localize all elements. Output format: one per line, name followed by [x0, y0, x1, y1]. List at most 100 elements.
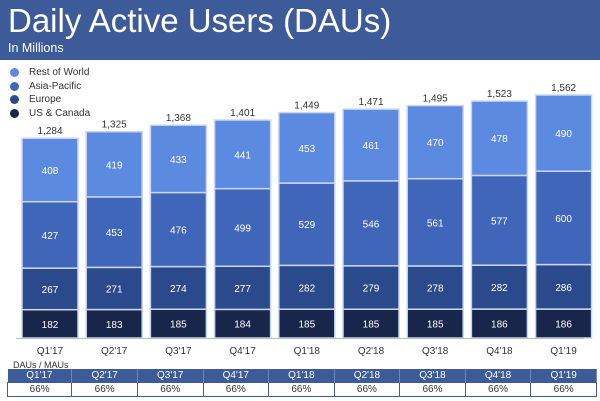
data-label: 267	[42, 285, 59, 296]
bar-segment	[278, 264, 336, 310]
bar-segment	[534, 94, 593, 172]
ratio-table-label: DAUs / MAUs	[13, 360, 69, 370]
table-cell: 66%	[6, 382, 73, 397]
total-label: 1,449	[294, 101, 319, 112]
bar-segment	[470, 100, 529, 177]
stacked-bar-chart: 182 267 427 408 1,284 Q1'17 183 271 453 419 1,325 Q…	[16, 83, 593, 357]
x-tick-label: Q1'19	[550, 346, 577, 357]
total-label: 1,562	[551, 83, 576, 94]
bar-segment	[21, 308, 79, 339]
data-label: 186	[491, 320, 508, 331]
data-label: 185	[298, 320, 315, 331]
data-label: 577	[491, 216, 508, 227]
table-cell: 66%	[530, 382, 597, 397]
data-label: 271	[106, 284, 123, 295]
data-label: 282	[298, 283, 315, 294]
data-label: 453	[298, 144, 315, 155]
header-banner: Daily Active Users (DAUs) In Millions	[0, 0, 600, 60]
total-label: 1,401	[230, 108, 255, 119]
bar-segment	[470, 308, 529, 339]
data-label: 279	[363, 284, 380, 295]
total-label: 1,471	[358, 97, 383, 108]
total-label: 1,495	[423, 94, 448, 105]
x-tick-label: Q4'18	[486, 346, 513, 357]
table-header-cell: Q3'18	[399, 369, 466, 383]
table-row: 66% 66% 66% 66% 66% 66% 66% 66% 66%	[6, 382, 597, 397]
bar-segment	[278, 111, 336, 184]
data-label: 184	[234, 320, 251, 331]
data-label: 186	[555, 320, 572, 331]
bar-segment	[85, 308, 143, 339]
data-label: 185	[427, 320, 444, 331]
data-label: 478	[491, 134, 508, 145]
total-label: 1,284	[37, 126, 62, 137]
table-header-cell: Q3'17	[137, 369, 204, 383]
bar-segment	[213, 308, 272, 339]
bar-segment	[85, 196, 143, 269]
legend-label: Rest of World	[29, 67, 90, 79]
bar-segment	[21, 137, 79, 203]
table-cell: 66%	[333, 382, 401, 397]
data-label: 546	[363, 219, 380, 230]
bar-segment	[149, 124, 208, 194]
bar-segment	[149, 265, 208, 310]
data-label: 185	[170, 320, 187, 331]
data-label: 282	[491, 283, 508, 294]
data-label: 470	[427, 138, 444, 149]
bar-segment	[213, 119, 272, 190]
legend-label: Europe	[29, 94, 62, 106]
total-label: 1,368	[166, 113, 191, 124]
data-label: 183	[106, 320, 123, 331]
legend-dot	[10, 68, 19, 78]
bar-segment	[149, 308, 208, 339]
chart-title: Daily Active Users (DAUs)	[8, 2, 392, 39]
data-label: 419	[106, 160, 123, 171]
legend-item-asia-pacific: Asia-Pacific	[10, 80, 90, 94]
table-cell: 66%	[71, 382, 138, 397]
bar-segment	[85, 266, 143, 311]
table-header-cell: Q2'17	[71, 369, 138, 383]
data-label: 433	[170, 155, 187, 166]
table-cell: 66%	[136, 382, 204, 397]
chart-subtitle: In Millions	[8, 41, 64, 55]
x-tick-label: Q1'17	[37, 346, 64, 357]
data-label: 490	[555, 129, 572, 140]
data-label: 277	[234, 284, 251, 295]
table-cell: 66%	[202, 382, 270, 397]
total-label: 1,325	[102, 120, 127, 131]
data-label: 476	[170, 226, 187, 237]
x-tick-label: Q1'18	[294, 346, 321, 357]
table-cell: 66%	[268, 382, 335, 397]
table-header-cell: Q4'18	[465, 369, 532, 383]
data-label: 427	[42, 231, 59, 242]
bar-segment	[534, 263, 593, 310]
data-label: 441	[234, 150, 251, 161]
data-label: 461	[363, 141, 380, 152]
data-label: 286	[555, 283, 572, 294]
x-tick-label: Q4'17	[229, 346, 256, 357]
data-label: 185	[363, 320, 380, 331]
legend-item-rest-of-world: Rest of World	[10, 66, 90, 80]
table-header-row: Q1'17 Q2'17 Q3'17 Q4'17 Q1'18 Q2'18 Q3'18 Q4'18…	[7, 369, 597, 383]
legend-dot	[10, 95, 19, 105]
bar-segment	[213, 265, 272, 311]
data-label: 408	[42, 166, 59, 177]
x-tick-label: Q3'18	[422, 346, 449, 357]
bar-segment	[470, 174, 529, 266]
data-label: 499	[234, 223, 251, 234]
data-label: 453	[106, 228, 123, 239]
legend-dot	[10, 108, 19, 118]
legend-dot	[10, 81, 19, 91]
bar-segment	[470, 264, 529, 310]
table-header-cell: Q1'18	[268, 369, 335, 383]
table-header-cell: Q1'19	[530, 369, 597, 383]
dau-mau-table: Q1'17 Q2'17 Q3'17 Q4'17 Q1'18 Q2'18 Q3'18 Q4'18…	[6, 369, 597, 397]
x-tick-label: Q2'17	[101, 346, 128, 357]
total-label: 1,523	[487, 89, 512, 100]
bar-segment	[342, 265, 400, 310]
table-header-cell: Q4'17	[203, 369, 270, 383]
x-tick-label: Q3'17	[165, 346, 192, 357]
data-label: 278	[427, 284, 444, 295]
legend-label: US & Canada	[29, 107, 91, 119]
bar-segment	[213, 187, 272, 268]
